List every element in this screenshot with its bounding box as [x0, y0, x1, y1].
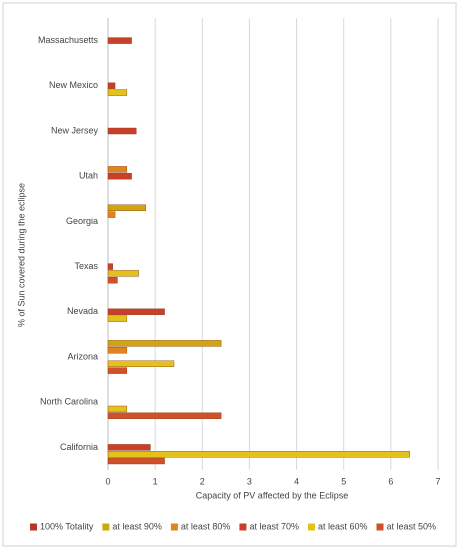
bar: [107, 82, 116, 90]
y-tick-label: Texas: [74, 261, 98, 271]
bar: [107, 451, 410, 458]
bar: [107, 444, 151, 451]
bar: [107, 172, 132, 180]
x-tick-label: 4: [294, 476, 299, 486]
x-tick-label: 2: [200, 476, 205, 486]
bar: [107, 340, 222, 347]
bar: [107, 127, 137, 135]
y-tick-label: New Jersey: [51, 125, 99, 135]
legend-swatch: [170, 523, 178, 531]
bar: [107, 457, 165, 465]
x-tick-label: 0: [105, 476, 110, 486]
y-tick-label: Georgia: [66, 216, 98, 226]
bar: [107, 270, 139, 277]
x-tick-label: 7: [435, 476, 440, 486]
y-tick-label: North Carolina: [40, 397, 98, 407]
legend-label: at least 60%: [318, 521, 368, 531]
bar: [107, 360, 175, 367]
bar: [107, 263, 113, 270]
bar: [107, 211, 116, 218]
x-tick-label: 3: [247, 476, 252, 486]
y-tick-label: California: [60, 442, 98, 452]
legend-swatch: [376, 523, 384, 531]
bar: [107, 204, 146, 212]
y-axis-title: % of Sun covered during the eclipse: [16, 183, 26, 327]
legend-swatch: [102, 523, 110, 531]
bar: [107, 89, 128, 96]
bar: [107, 347, 128, 354]
y-tick-label: Massachusetts: [38, 35, 99, 45]
y-tick-label: Arizona: [67, 351, 98, 361]
x-tick-label: 5: [341, 476, 346, 486]
y-tick-label: Nevada: [67, 306, 98, 316]
legend-label: 100% Totality: [40, 521, 94, 531]
legend-label: at least 90%: [112, 521, 162, 531]
x-tick-label: 1: [153, 476, 158, 486]
x-tick-label: 6: [388, 476, 393, 486]
bar: [107, 412, 222, 419]
legend-label: at least 50%: [387, 521, 437, 531]
legend-swatch: [30, 523, 37, 531]
y-tick-label: Utah: [79, 171, 98, 181]
bar: [107, 315, 128, 322]
legend-label: at least 80%: [181, 521, 231, 531]
legend-swatch: [307, 523, 315, 531]
legend-label: at least 70%: [249, 521, 299, 531]
bar: [107, 37, 132, 44]
bar: [107, 166, 128, 173]
bar: [107, 277, 118, 284]
x-axis-title: Capacity of PV affected by the Eclipse: [196, 490, 348, 500]
legend-swatch: [239, 523, 247, 531]
bar: [107, 367, 128, 374]
bar: [107, 405, 128, 413]
bar: [107, 308, 165, 315]
y-tick-label: New Mexico: [49, 80, 98, 90]
